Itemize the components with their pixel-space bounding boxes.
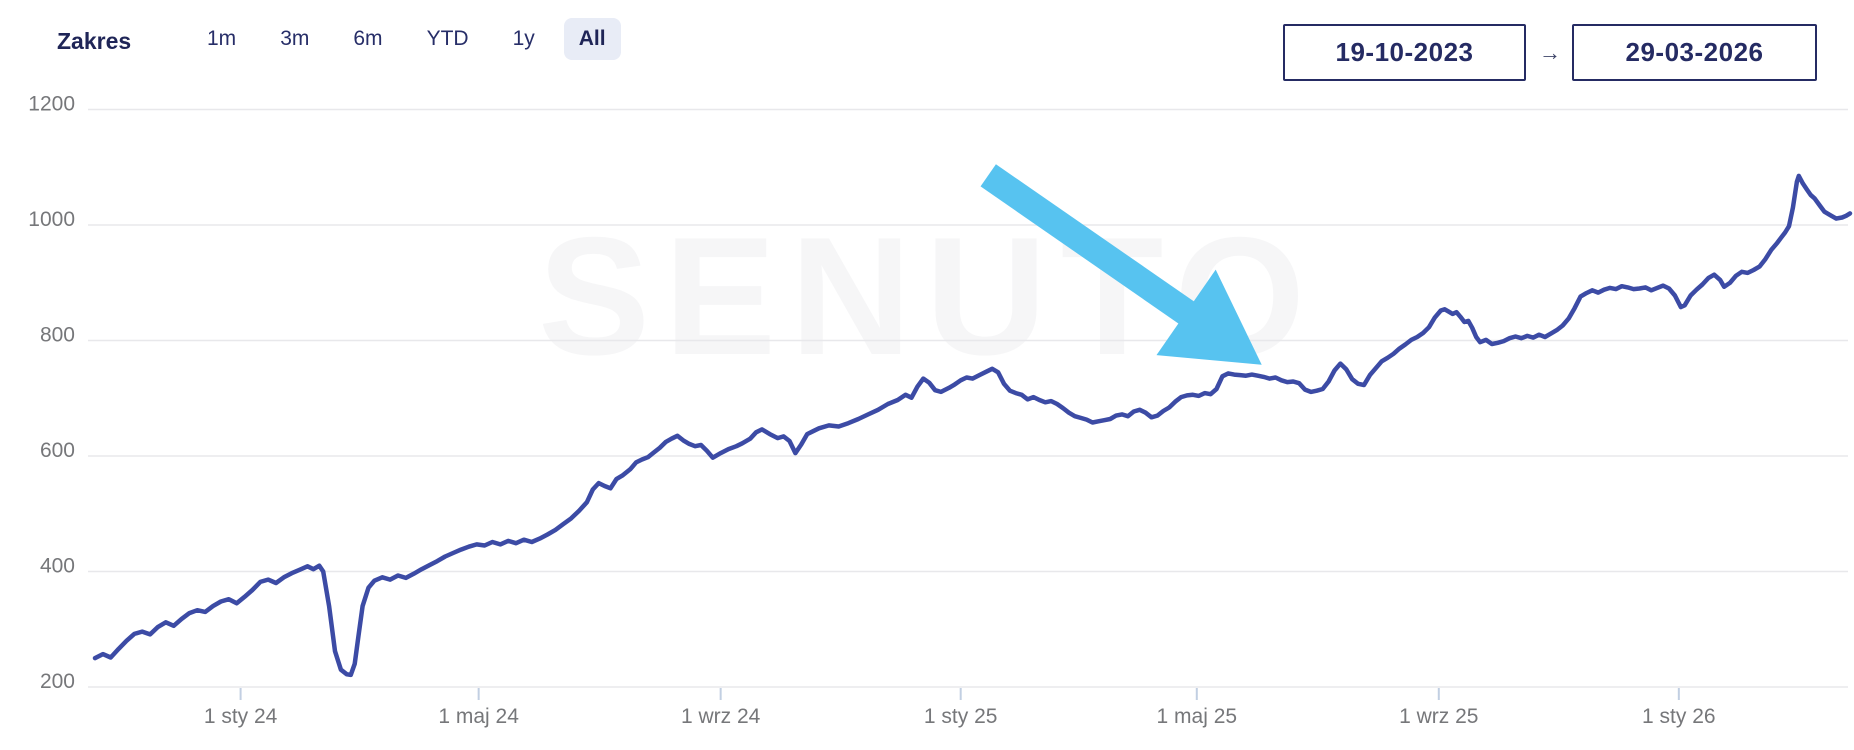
range-buttons: 1m 3m 6m YTD 1y All — [192, 18, 621, 60]
range-button-3m[interactable]: 3m — [265, 18, 324, 60]
x-tick-label: 1 maj 25 — [1157, 705, 1238, 728]
range-button-1m[interactable]: 1m — [192, 18, 251, 60]
annotation-arrow-head — [1156, 269, 1262, 365]
y-tick-label: 200 — [40, 670, 75, 693]
x-tick-label: 1 wrz 25 — [1399, 705, 1478, 728]
x-tick-label: 1 sty 26 — [1642, 705, 1716, 728]
date-range-arrow-icon: → — [1539, 40, 1561, 65]
annotation-arrow-shaft — [980, 164, 1206, 332]
range-button-6m[interactable]: 6m — [338, 18, 397, 60]
x-tick-label: 1 maj 24 — [438, 705, 519, 728]
date-from-input[interactable]: 19-10-2023 — [1283, 24, 1526, 81]
x-tick-label: 1 sty 24 — [204, 705, 278, 728]
trend-line — [92, 173, 1853, 678]
y-tick-label: 600 — [40, 439, 75, 462]
range-button-1y[interactable]: 1y — [498, 18, 550, 60]
x-tick-label: 1 wrz 24 — [681, 705, 761, 728]
date-to-input[interactable]: 29-03-2026 — [1572, 24, 1817, 81]
range-button-ytd[interactable]: YTD — [412, 18, 484, 60]
y-tick-label: 400 — [40, 555, 75, 578]
y-tick-label: 1000 — [28, 208, 75, 231]
x-tick-label: 1 sty 25 — [924, 705, 998, 728]
range-button-all[interactable]: All — [563, 18, 621, 60]
y-tick-label: 800 — [40, 324, 75, 347]
range-label: Zakres — [57, 28, 132, 54]
y-tick-label: 1200 — [28, 93, 75, 116]
